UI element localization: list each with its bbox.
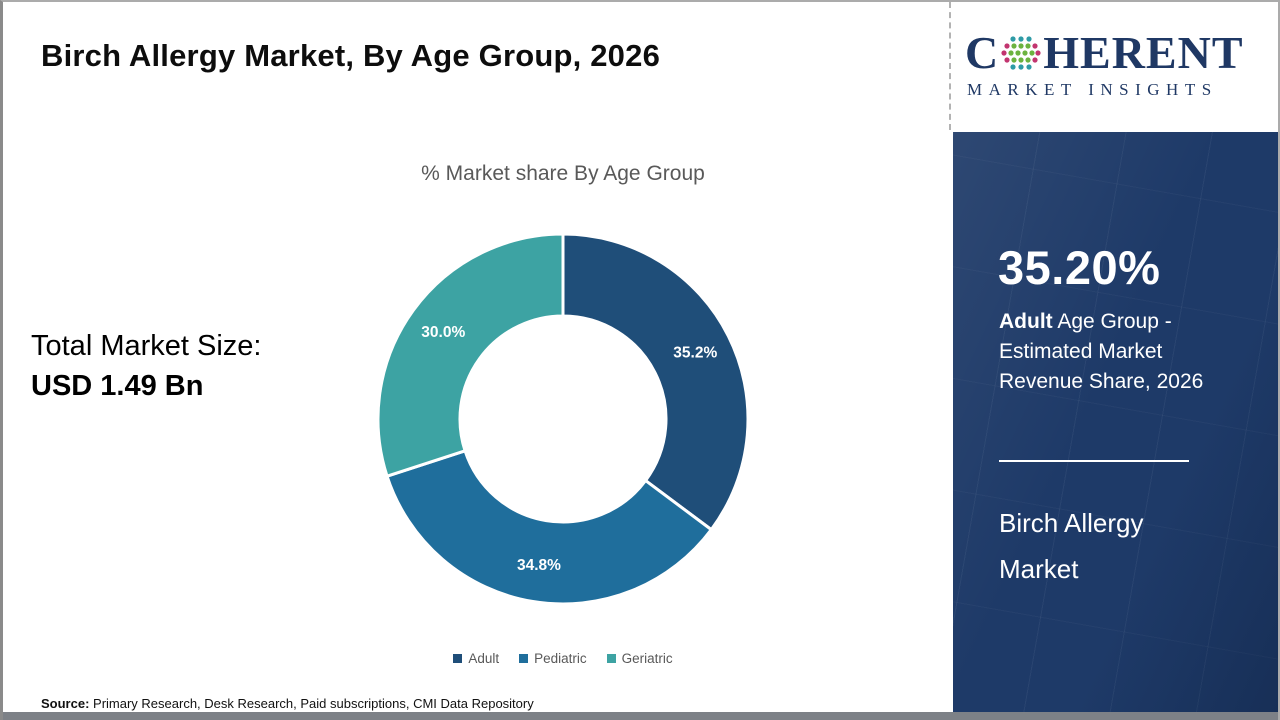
source-label: Source: [41, 696, 90, 711]
total-market-size-block: Total Market Size: USD 1.49 Bn [31, 326, 261, 406]
sidebar-divider-line [999, 460, 1189, 462]
source-text: Primary Research, Desk Research, Paid su… [89, 696, 534, 711]
coherent-market-insights-logo: C HERENT MARKET INSIGHTS [965, 30, 1270, 100]
legend-item-geriatric[interactable]: Geriatric [606, 651, 673, 666]
logo-subtitle: MARKET INSIGHTS [967, 80, 1218, 99]
highlight-percentage: 35.20% [998, 241, 1161, 294]
donut-slice-pediatric[interactable] [385, 449, 713, 606]
highlight-sidebar: 35.20% Adult Age Group - Estimated Marke… [953, 132, 1278, 714]
sidebar-market-name: Birch Allergy Market [999, 508, 1144, 584]
highlight-description: Adult Age Group - Estimated Market Reven… [999, 310, 1204, 393]
page-title: Birch Allergy Market, By Age Group, 2026 [41, 38, 661, 73]
chart-legend: Adult Pediatric Geriatric [313, 651, 813, 666]
dotted-globe-icon [1001, 36, 1041, 70]
legend-swatch-adult [453, 654, 463, 663]
legend-label-pediatric: Pediatric [534, 651, 587, 666]
total-market-size-label: Total Market Size: [31, 330, 262, 362]
header-dashed-divider [949, 2, 951, 130]
legend-label-geriatric: Geriatric [621, 651, 673, 666]
chart-title: % Market share By Age Group [421, 162, 705, 185]
source-attribution: Source: Primary Research, Desk Research,… [41, 696, 534, 711]
legend-swatch-pediatric [519, 654, 529, 663]
legend-swatch-geriatric [606, 654, 616, 663]
slice-label-adult: 35.2% [673, 345, 717, 362]
logo-wordmark: C HERENT [965, 30, 1270, 76]
slice-label-geriatric: 30.0% [421, 324, 465, 341]
total-market-size-value: USD 1.49 Bn [31, 370, 204, 402]
highlight-segment-name: Adult [999, 310, 1053, 333]
slice-label-pediatric: 34.8% [517, 557, 561, 574]
logo-letter-c: C [965, 27, 1000, 78]
donut-chart[interactable]: 35.2% 34.8% 30.0% [363, 219, 763, 619]
bottom-accent-bar [3, 712, 1278, 720]
donut-slice-adult[interactable] [561, 232, 750, 532]
donut-slice-geriatric[interactable] [376, 232, 565, 478]
legend-label-adult: Adult [468, 651, 500, 666]
legend-item-adult[interactable]: Adult [453, 651, 499, 666]
legend-item-pediatric[interactable]: Pediatric [519, 651, 587, 666]
logo-letters-herent: HERENT [1043, 27, 1244, 78]
